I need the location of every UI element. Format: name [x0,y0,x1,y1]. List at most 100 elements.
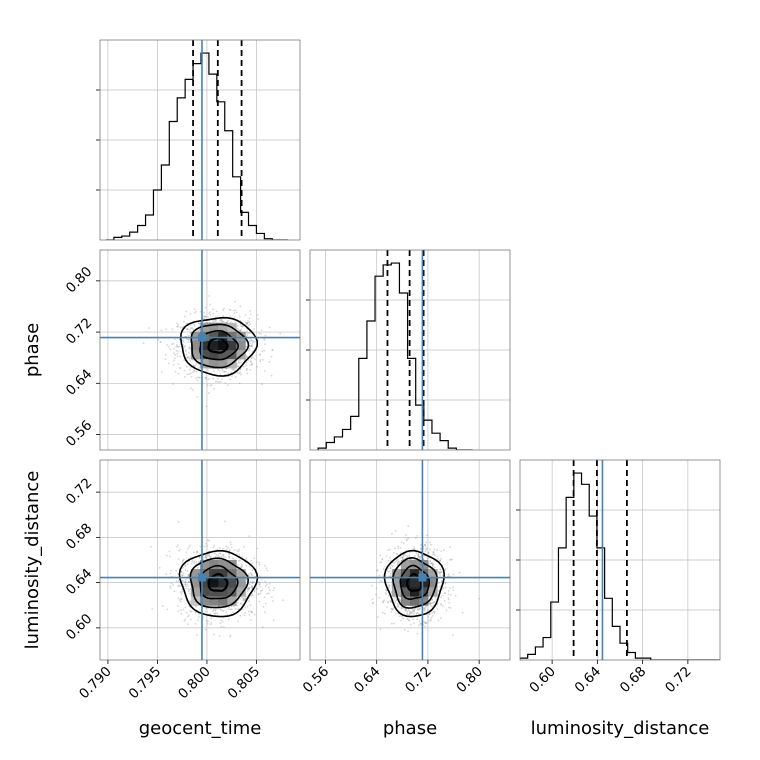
sample-point [478,597,481,600]
sample-point [177,372,180,375]
sample-point [246,372,249,375]
sample-point [219,547,221,549]
density-cell [200,340,210,351]
density-cell [410,578,420,588]
sample-point [380,561,383,564]
grid [100,40,300,240]
sample-point [187,575,190,577]
sample-point [249,580,252,582]
sample-point [208,295,211,297]
density-cell [227,578,237,588]
sample-point [416,612,419,614]
injection-marker [418,573,427,582]
sample-point [181,559,184,562]
density-cell [218,560,228,570]
sample-point [409,623,412,626]
sample-point [439,559,442,562]
sample-point [160,329,163,332]
sample-point [426,557,429,560]
sample-point [264,370,266,372]
sample-point [389,572,392,575]
sample-point [239,305,242,308]
sample-point [171,343,174,346]
sample-point [250,611,253,613]
sample-point [245,355,248,357]
sample-point [219,380,222,383]
sample-point [439,568,442,571]
sample-point [387,600,389,603]
sample-point [263,338,266,341]
sample-point [425,548,428,551]
sample-point [175,344,178,346]
sample-point [238,553,241,556]
sample-point [437,582,440,584]
sample-point [382,601,384,604]
sample-point [180,592,183,595]
sample-point [392,561,394,564]
sample-point [381,611,384,614]
sample-point [427,552,430,555]
sample-point [245,557,248,559]
sample-point [434,554,436,557]
sample-point [184,583,187,586]
sample-point [237,550,240,553]
sample-point [434,596,437,599]
sample-point [231,557,234,559]
sample-point [394,600,397,603]
density-cell [190,578,201,588]
sample-point [241,565,244,568]
sample-point [193,324,196,327]
sample-point [186,569,189,572]
sample-point [439,568,441,571]
sample-point [186,365,188,368]
sample-point [180,570,183,573]
sample-point [228,555,231,558]
sample-point [251,585,254,587]
sample-point [271,348,274,351]
sample-point [424,606,427,608]
sample-point [413,547,416,550]
sample-point [443,549,445,552]
sample-point [184,345,187,348]
sample-point [198,367,201,369]
sample-point [184,564,187,567]
sample-point [255,354,257,357]
sample-point [417,553,420,555]
x-tick-label: 0.68 [617,664,650,697]
sample-point [212,319,215,322]
sample-point [378,596,381,599]
sample-point [396,605,399,608]
density-cell [419,587,429,597]
sample-point [400,619,403,622]
sample-point [251,581,254,584]
sample-point [214,607,217,610]
sample-point [375,587,378,590]
sample-point [193,369,195,372]
sample-point [256,314,259,316]
sample-point [251,362,254,365]
sample-point [181,326,184,329]
sample-point [171,328,174,331]
sample-point [197,619,199,622]
sample-point [214,555,217,557]
sample-point [394,597,397,600]
sample-point [239,371,242,374]
sample-point [193,323,196,326]
sample-point [247,320,249,322]
sample-point [220,555,223,558]
sample-point [262,606,265,608]
sample-point [251,582,254,585]
sample-point [208,554,210,556]
sample-point [148,327,151,329]
sample-point [142,342,145,345]
sample-point [228,308,231,311]
sample-point [440,596,442,599]
sample-point [221,369,224,372]
sample-point [209,556,212,558]
sample-point [267,592,270,595]
sample-point [397,547,400,550]
sample-point [442,587,445,589]
sample-point [205,405,208,408]
sample-point [429,541,431,544]
density-cell [209,560,219,570]
